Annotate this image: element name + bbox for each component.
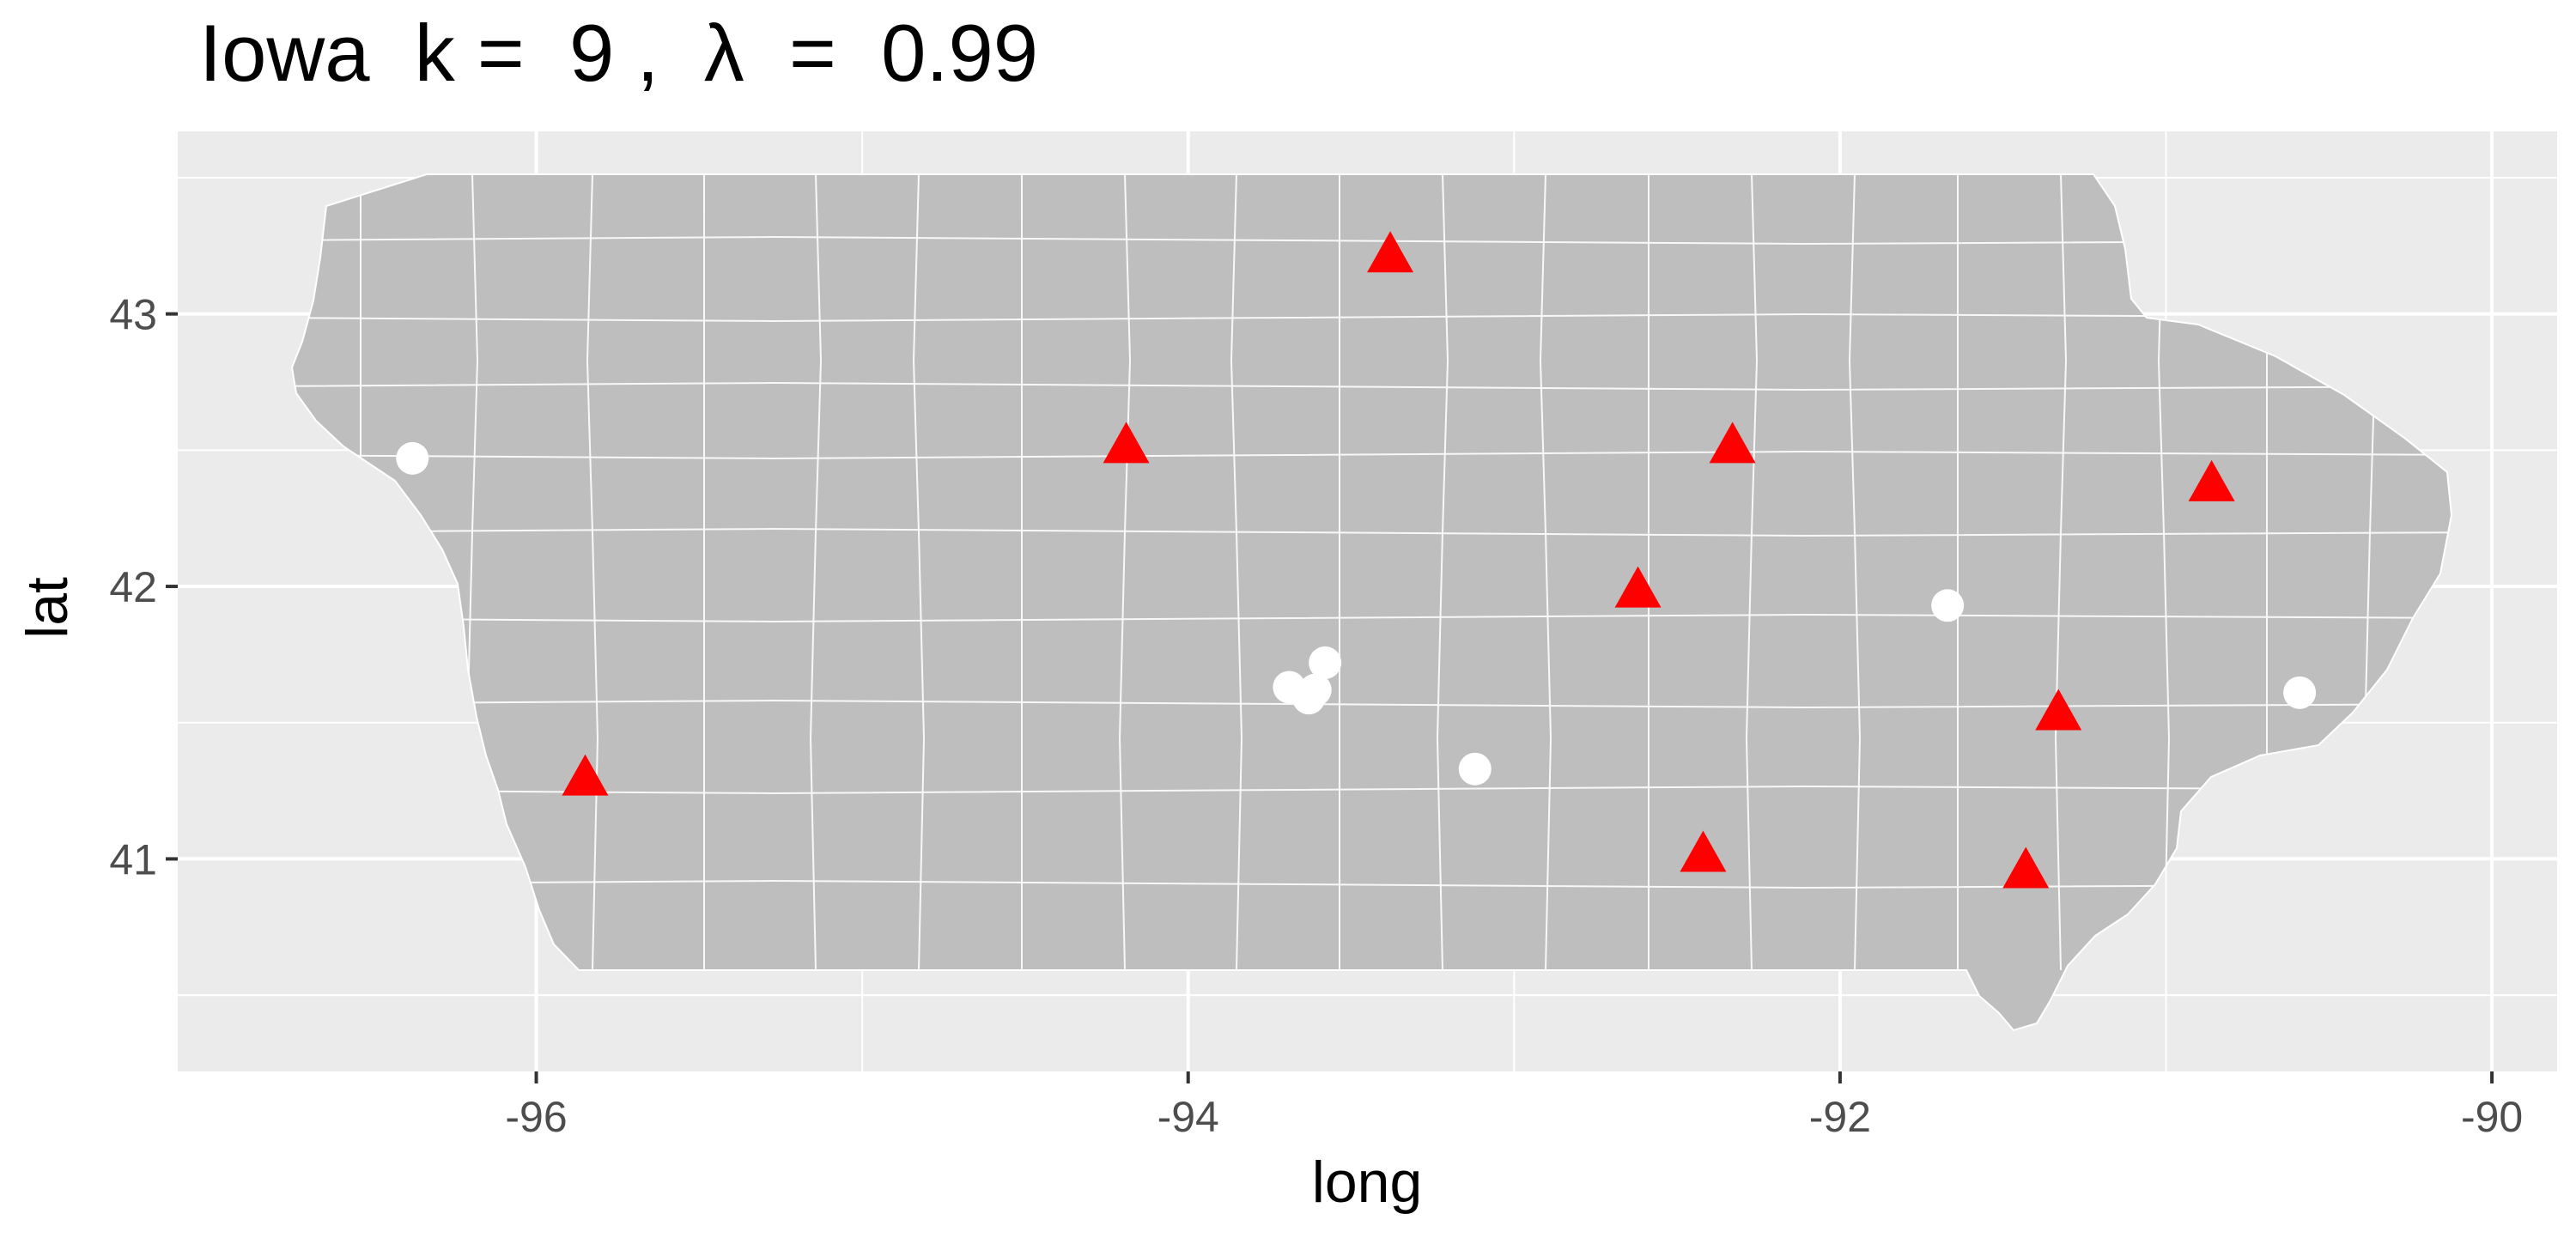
x-axis: -96 -94 -92 -90	[505, 1071, 2523, 1141]
x-tick-label: -92	[1809, 1093, 1871, 1141]
county-boundary	[1539, 174, 1552, 971]
x-tick-label: -96	[505, 1093, 567, 1141]
circle-marker	[1931, 589, 1965, 622]
y-axis-title: lat	[15, 577, 80, 639]
circle-marker	[1298, 673, 1332, 707]
chart-title: Iowa k = 9 , λ = 0.99	[199, 8, 1039, 98]
triangle-marker	[2035, 689, 2082, 731]
triangle-marker	[562, 754, 609, 796]
triangle-marker	[1103, 422, 1150, 464]
y-tick-label: 41	[109, 835, 157, 883]
circle-marker	[1309, 646, 1342, 679]
county-boundary	[292, 381, 2451, 391]
markers-layer	[396, 231, 2317, 889]
county-boundary	[292, 235, 2451, 246]
county-boundary	[2054, 174, 2068, 971]
circle-marker	[2283, 676, 2317, 709]
y-tick-label: 42	[109, 563, 157, 611]
triangle-marker	[2002, 847, 2050, 889]
county-boundary	[586, 174, 599, 971]
triangle-marker	[1709, 422, 1756, 464]
iowa-state-outline	[290, 173, 2453, 1032]
triangle-marker	[1614, 566, 1662, 608]
x-tick-label: -94	[1157, 1093, 1219, 1141]
x-axis-title: long	[1312, 1150, 1423, 1215]
triangle-marker	[1367, 231, 1414, 273]
county-boundary	[292, 527, 2451, 537]
y-axis: 41 42 43	[109, 291, 178, 883]
circle-marker	[1458, 752, 1492, 786]
circle-marker	[396, 441, 429, 475]
county-boundary	[1118, 174, 1132, 971]
triangle-marker	[1680, 830, 1727, 872]
county-boundary	[292, 613, 2451, 623]
county-boundary	[1745, 174, 1759, 971]
triangle-marker	[2188, 459, 2235, 501]
county-boundary	[292, 313, 2451, 323]
county-boundary	[1848, 174, 1862, 971]
y-tick-label: 43	[109, 291, 157, 339]
x-tick-label: -90	[2461, 1093, 2523, 1141]
county-boundary	[292, 699, 2451, 709]
county-boundary	[912, 174, 926, 971]
county-boundary	[1436, 174, 1449, 971]
county-boundary	[809, 174, 823, 971]
county-boundary	[292, 450, 2451, 460]
